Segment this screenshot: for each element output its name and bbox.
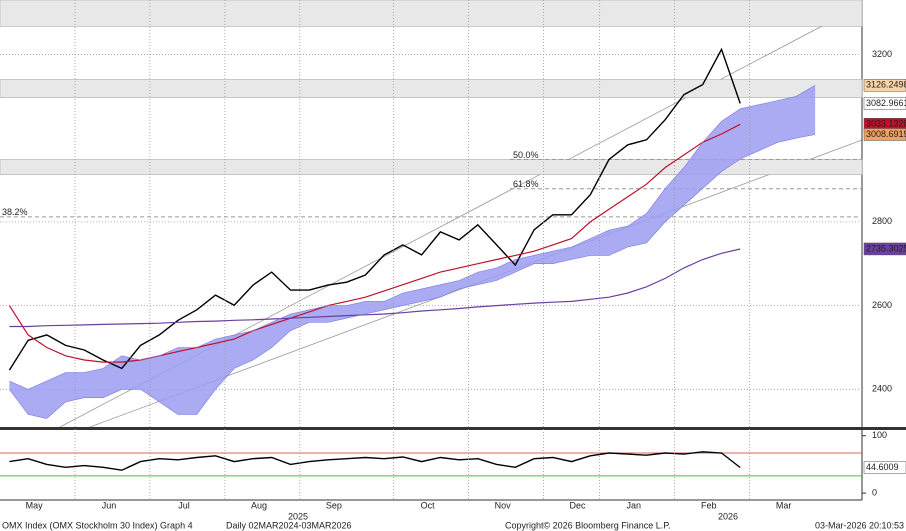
series-line [9, 248, 741, 328]
x-tick-label: Jan [627, 500, 642, 510]
value-label-box [863, 461, 906, 474]
level-label: 50.0% [513, 150, 539, 160]
year-label: 2025 [288, 511, 308, 521]
y-tick-label: 0 [872, 487, 877, 497]
y-tick-label: 2400 [872, 384, 892, 394]
x-tick-label: Jul [178, 500, 190, 510]
value-label: 2735.3025 [866, 243, 906, 253]
x-tick-label: Mar [776, 500, 792, 510]
y-tick-label: 2800 [872, 216, 892, 226]
x-tick-label: Nov [495, 500, 512, 510]
level-label: 61.8% [513, 179, 539, 189]
value-label: 44.6009 [866, 462, 899, 472]
value-label-box [863, 79, 906, 92]
y-tick-label: 100 [872, 430, 887, 440]
series-line [8, 47, 741, 371]
x-tick-label: Jun [102, 500, 117, 510]
value-label-box [863, 128, 906, 141]
y-tick-label: 2600 [872, 300, 892, 310]
footer-timestamp: 03-Mar-2026 20:10:53 [815, 520, 904, 530]
x-tick-label: Sep [326, 500, 342, 510]
series-line [9, 134, 816, 419]
value-label: 3033.1328 [866, 119, 906, 129]
series-line [8, 123, 741, 363]
footer-copyright: Copyright© 2026 Bloomberg Finance L.P. [505, 520, 671, 530]
x-tick-label: Feb [701, 500, 717, 510]
x-tick-label: Aug [251, 500, 267, 510]
value-label: 3008.6919 [866, 129, 906, 139]
x-tick-label: May [26, 500, 44, 510]
value-label-box [863, 97, 906, 110]
x-tick-label: Oct [421, 500, 436, 510]
footer-security: OMX Index (OMX Stockholm 30 Index) Graph… [2, 520, 193, 530]
y-tick-label: 3200 [872, 49, 892, 59]
series-line [9, 451, 741, 471]
value-label: 3126.2498 [866, 80, 906, 90]
series-line [9, 85, 816, 390]
level-label: 38.2% [2, 207, 28, 217]
value-label-box [863, 242, 906, 256]
x-tick-label: Dec [570, 500, 587, 510]
shaded-band [0, 79, 863, 98]
year-label: 2026 [718, 511, 738, 521]
shaded-band [0, 159, 863, 175]
shaded-band [0, 0, 863, 27]
cloud [9, 85, 816, 419]
footer-range: Daily 02MAR2024-03MAR2026 [226, 520, 352, 530]
value-label: 3082.9661 [866, 98, 906, 108]
